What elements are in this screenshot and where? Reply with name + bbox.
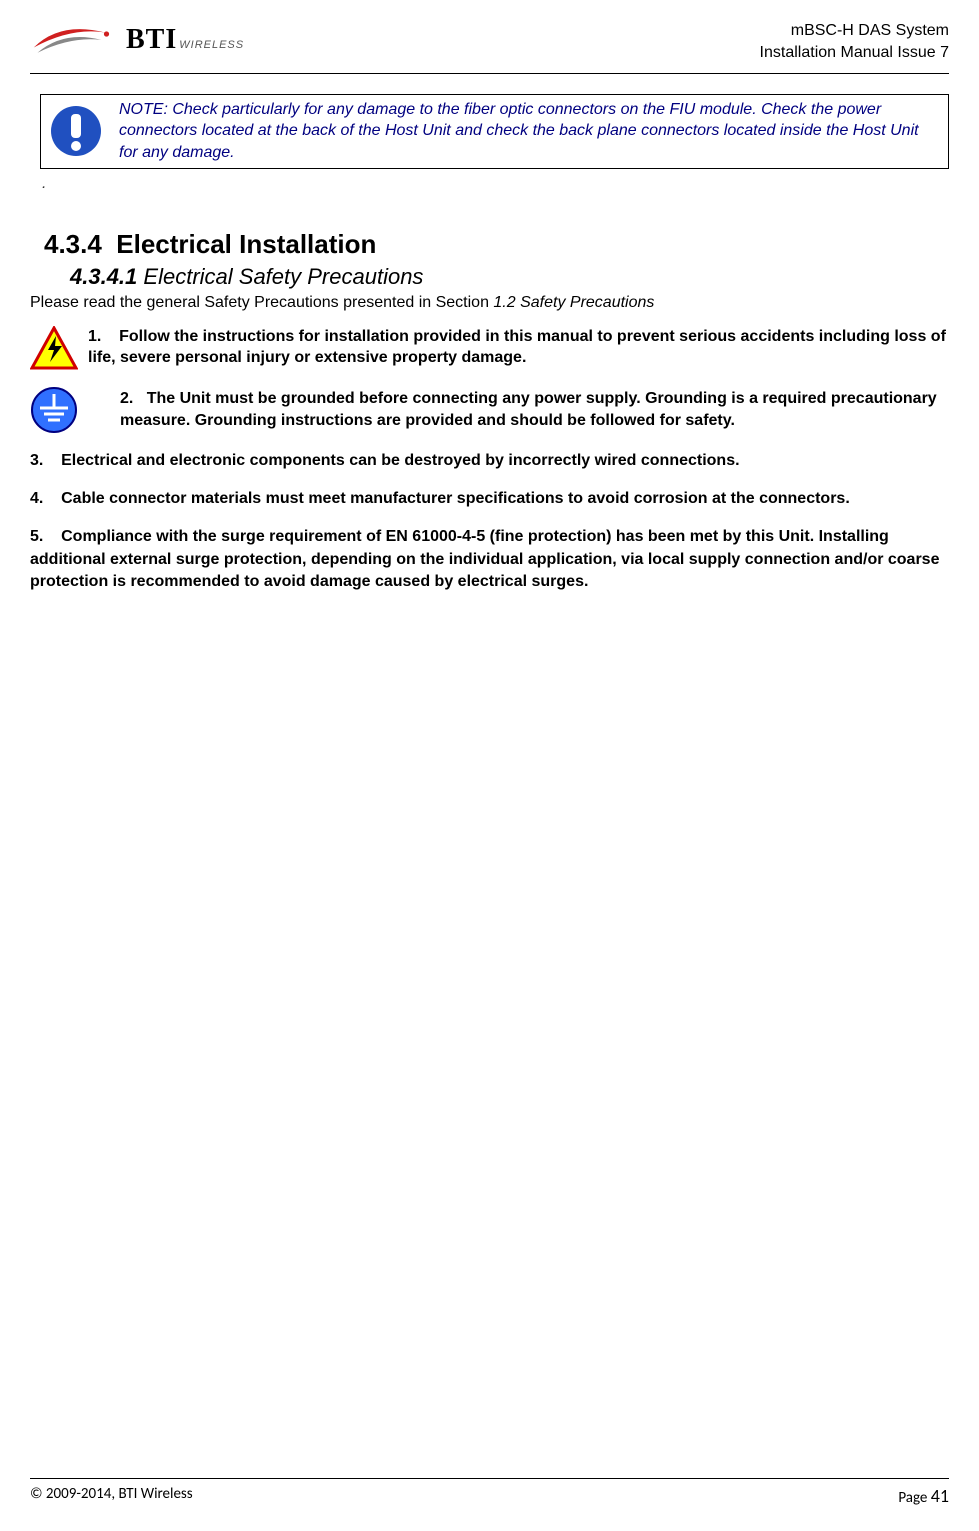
electrical-warning-icon (30, 326, 78, 370)
item-2-num: 2. (120, 390, 133, 407)
item-3-text: Electrical and electronic components can… (61, 452, 739, 469)
logo-bti: BTI (126, 24, 177, 56)
item-1-num: 1. (88, 328, 101, 345)
stray-dot: . (42, 175, 949, 193)
item-4-text: Cable connector materials must meet manu… (61, 490, 850, 507)
note-body: Check particularly for any damage to the… (119, 101, 919, 161)
logo-wireless: WIRELESS (179, 39, 244, 51)
item-4-num: 4. (30, 490, 43, 507)
logo-swoosh-icon (30, 20, 120, 60)
page-footer: © 2009-2014, BTI Wireless Page 41 (30, 1478, 949, 1507)
note-text: NOTE: Check particularly for any damage … (119, 99, 940, 164)
intro-ref: 1.2 Safety Precautions (493, 294, 654, 311)
subsection-heading: 4.3.4.1 Electrical Safety Precautions (70, 264, 949, 290)
note-callout: NOTE: Check particularly for any damage … (40, 94, 949, 169)
precaution-1: 1. Follow the instructions for installat… (30, 326, 949, 370)
header-doc-title: mBSC-H DAS System Installation Manual Is… (760, 20, 949, 65)
item-5-text: Compliance with the surge requirement of… (30, 528, 939, 590)
precaution-3: 3. Electrical and electronic components … (30, 450, 949, 472)
precaution-1-text: 1. Follow the instructions for installat… (88, 326, 949, 369)
footer-page-num: 41 (931, 1485, 949, 1507)
logo-text: BTI WIRELESS (126, 24, 244, 56)
precaution-4: 4. Cable connector materials must meet m… (30, 488, 949, 510)
subsection-title: Electrical Safety Precautions (143, 264, 423, 289)
intro-line: Please read the general Safety Precautio… (30, 294, 949, 312)
item-3-num: 3. (30, 452, 43, 469)
section-heading: 4.3.4 Electrical Installation (44, 229, 949, 260)
header-line-2: Installation Manual Issue 7 (760, 42, 949, 64)
note-label: NOTE: (119, 101, 168, 118)
footer-copyright: © 2009-2014, BTI Wireless (30, 1485, 193, 1507)
footer-page-label: Page (898, 1489, 930, 1507)
precaution-2: 2. The Unit must be grounded before conn… (30, 386, 949, 434)
item-5-num: 5. (30, 528, 43, 545)
footer-page: Page 41 (898, 1485, 949, 1507)
precaution-2-text: 2. The Unit must be grounded before conn… (120, 388, 949, 431)
section-title: Electrical Installation (116, 229, 376, 259)
header-line-1: mBSC-H DAS System (760, 20, 949, 42)
subsection-num: 4.3.4.1 (70, 264, 137, 289)
intro-text: Please read the general Safety Precautio… (30, 294, 493, 311)
ground-icon (30, 386, 78, 434)
item-2-text: The Unit must be grounded before connect… (120, 390, 937, 429)
precaution-5: 5. Compliance with the surge requirement… (30, 526, 949, 593)
item-1-text: Follow the instructions for installation… (88, 328, 946, 367)
attention-icon (49, 104, 103, 158)
section-num: 4.3.4 (44, 229, 102, 259)
brand-logo: BTI WIRELESS (30, 20, 244, 60)
page-header: BTI WIRELESS mBSC-H DAS System Installat… (30, 20, 949, 74)
